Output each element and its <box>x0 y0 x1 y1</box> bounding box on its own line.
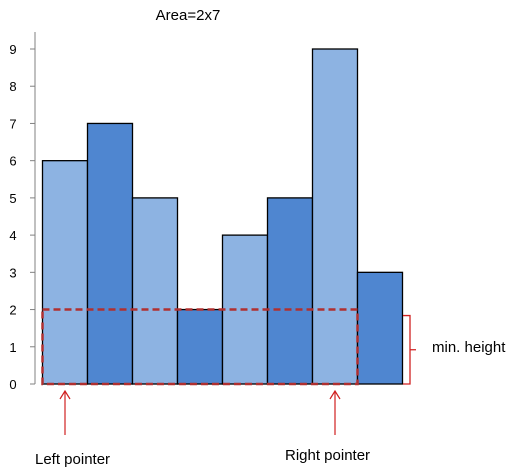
y-tick-label: 5 <box>9 191 16 206</box>
bar <box>356 271 404 385</box>
right-pointer-arrow-head <box>329 389 341 400</box>
y-tick-label: 1 <box>9 340 16 355</box>
bar <box>86 122 134 385</box>
chart-title: Area=2x7 <box>156 7 221 24</box>
annotations: min. height Left pointer Right pointer <box>35 314 506 468</box>
y-tick-label: 2 <box>9 303 16 318</box>
left-pointer-arrow-head <box>59 389 71 400</box>
min-height-brace <box>403 314 416 385</box>
y-tick-label: 7 <box>9 116 16 131</box>
min-height-label: min. height <box>432 339 506 356</box>
bar <box>131 197 179 385</box>
left-pointer-label: Left pointer <box>35 451 110 468</box>
bars <box>41 48 404 385</box>
highlight-rect <box>41 308 359 386</box>
y-axis: 0 1 2 3 4 5 6 7 8 9 <box>9 32 36 392</box>
bar <box>266 197 314 385</box>
y-tick-label: 3 <box>9 265 16 280</box>
right-pointer-label: Right pointer <box>285 447 370 464</box>
y-tick-label: 4 <box>9 228 16 243</box>
y-tick-label: 9 <box>9 42 16 57</box>
min-height-highlight <box>41 308 359 386</box>
y-tick-label: 0 <box>9 377 16 392</box>
bar <box>311 48 359 385</box>
y-tick-label: 8 <box>9 79 16 94</box>
y-tick-label: 6 <box>9 154 16 169</box>
bar <box>41 160 89 385</box>
bar <box>176 308 224 385</box>
